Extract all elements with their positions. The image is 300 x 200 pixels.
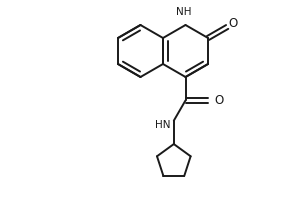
Text: HN: HN bbox=[155, 120, 171, 130]
Text: O: O bbox=[214, 94, 224, 107]
Text: NH: NH bbox=[176, 7, 191, 17]
Text: O: O bbox=[229, 17, 238, 30]
